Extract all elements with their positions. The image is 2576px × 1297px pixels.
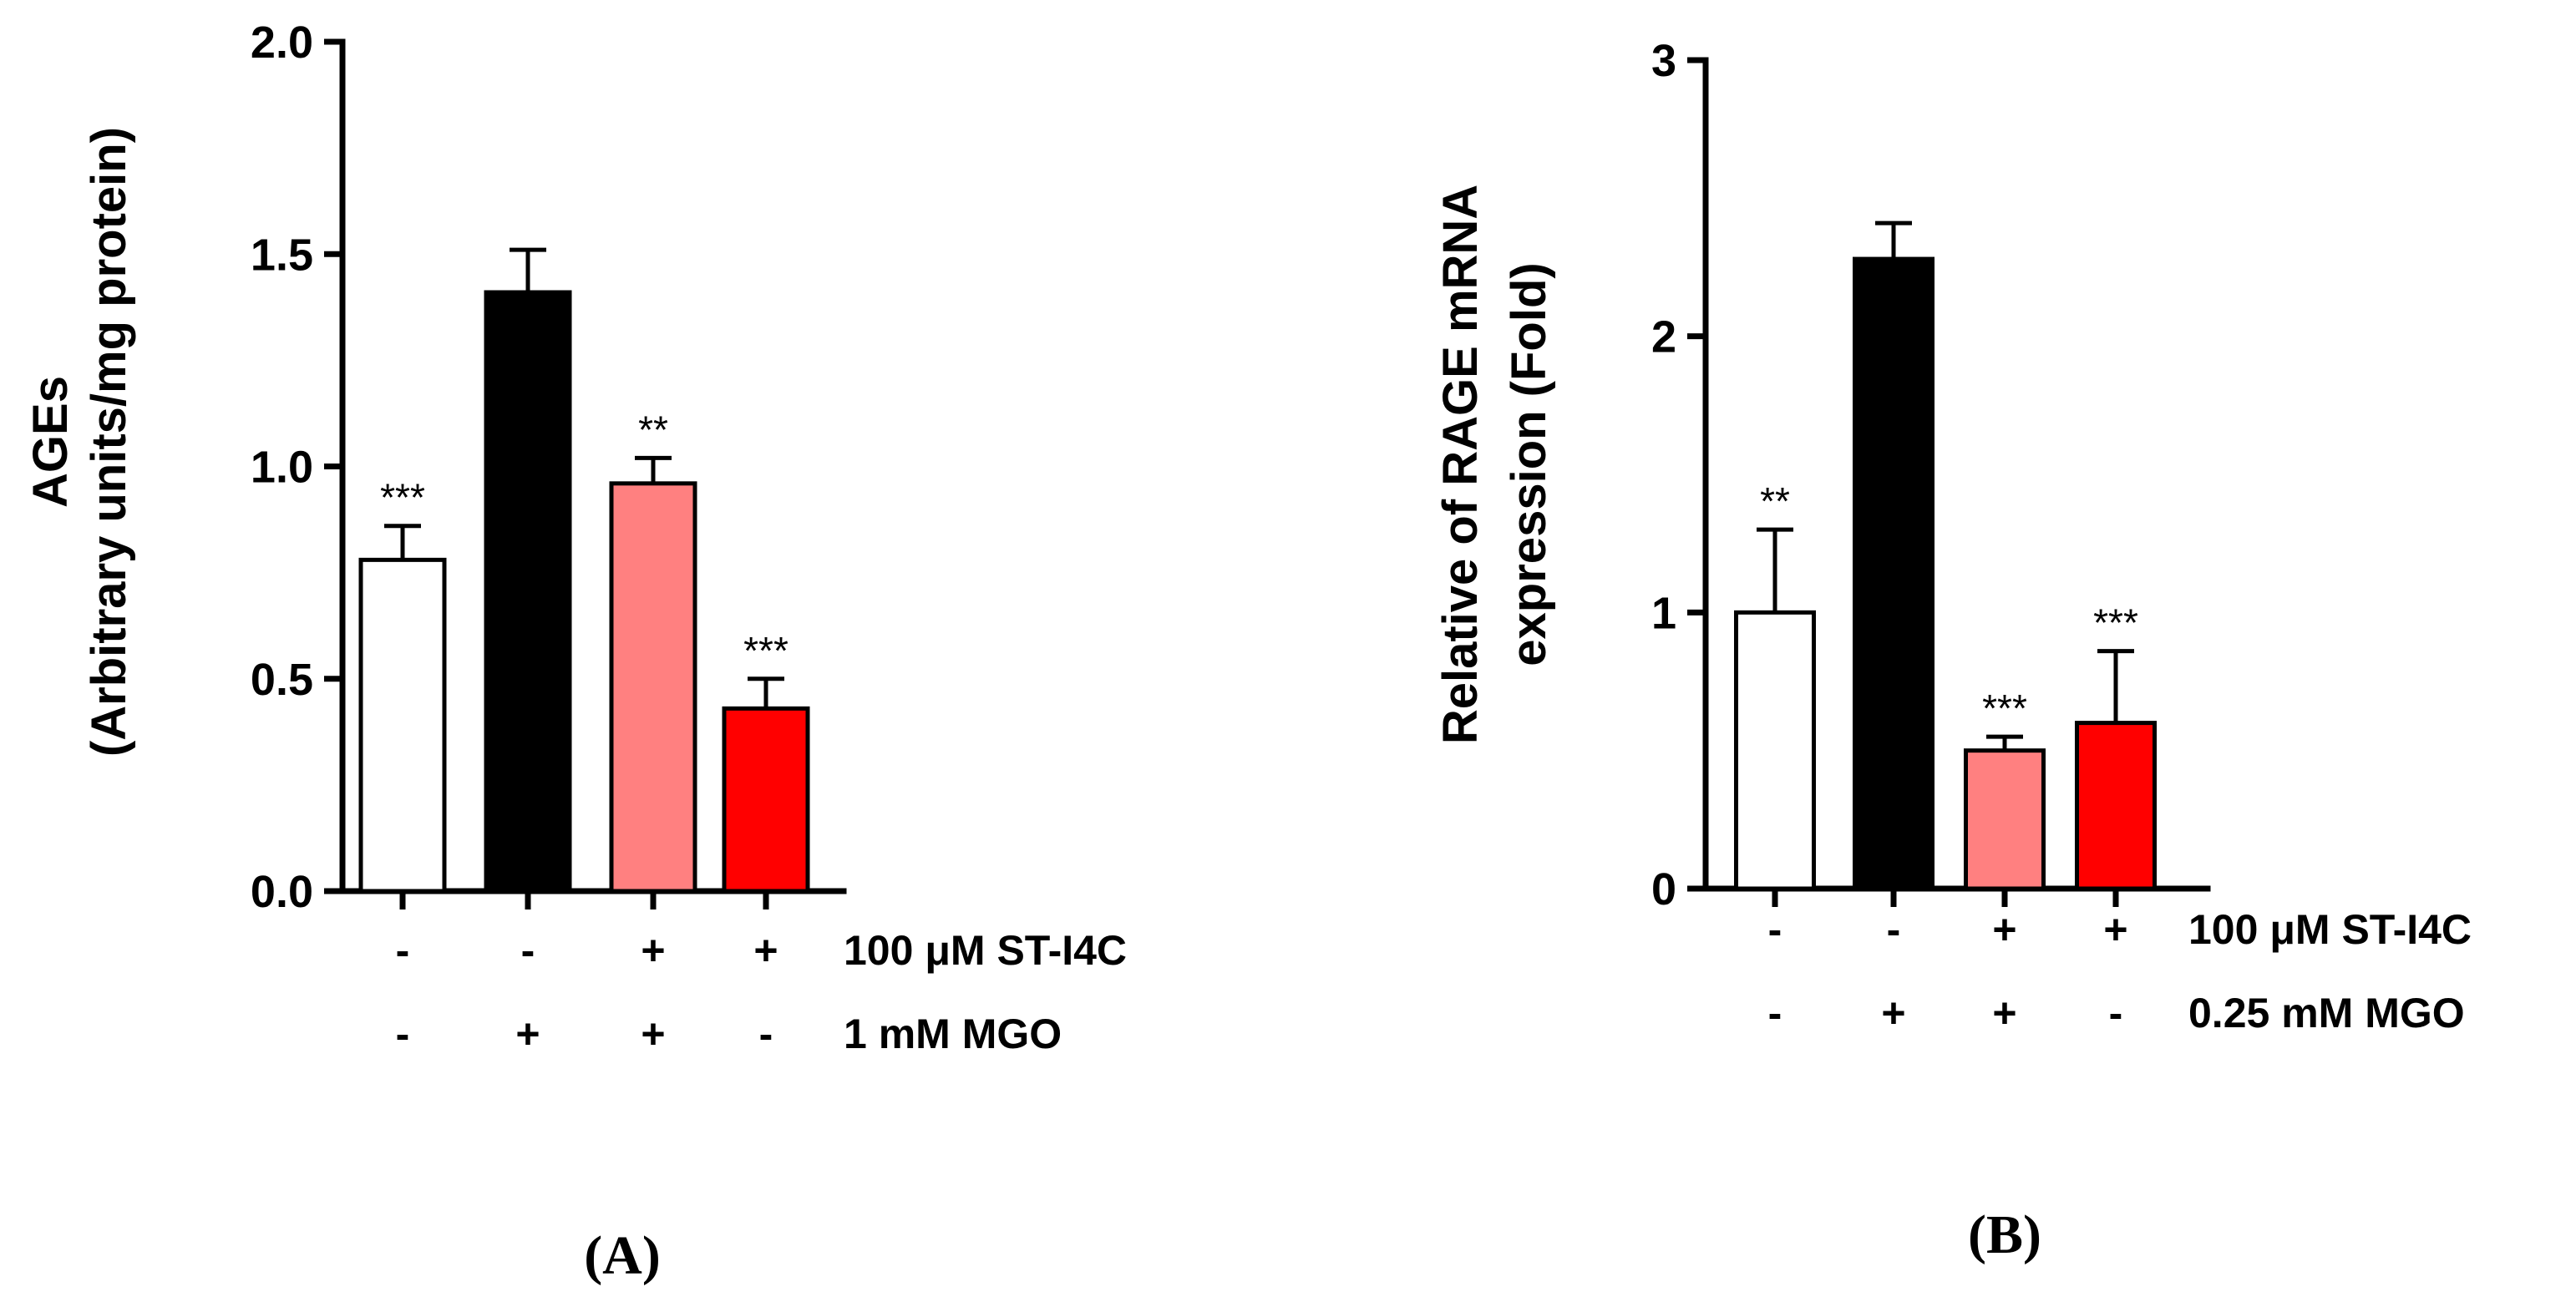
panel-a-condition-sign: + [641,1011,665,1057]
panel-b-ytick-label: 3 [1651,36,1676,86]
panel-b-condition-sign: - [1887,906,1901,953]
panel-a-ytick-label: 0.0 [251,867,313,917]
panel-b-significance-label: *** [1982,686,2027,730]
panel-a-condition-sign: + [515,1011,540,1057]
panel-b-condition-sign: + [1992,990,2016,1036]
panel-a-condition-sign: - [396,1011,410,1057]
panel-a-significance-label: *** [380,476,425,519]
panel-b-condition-sign: + [1881,990,1905,1036]
panel-a: AGEs (Arbitrary units/mg protein) (A) 0.… [23,18,1127,1286]
panel-a-condition-sign: + [641,927,665,974]
panel-b-bar [1734,610,1816,891]
panel-b-significance-label: *** [2093,601,2138,645]
panel-a-condition-sign: + [753,927,778,974]
panel-b-ylabel-line1: Relative of RAGE mRNA [1433,185,1488,744]
panel-a-condition-sign: - [396,927,410,974]
panel-b-ytick-label: 1 [1651,588,1676,638]
panel-a-label: (A) [584,1225,661,1286]
panel-a-ytick-label: 2.0 [251,18,313,68]
panel-b-condition-sign: - [1768,906,1782,953]
panel-b: Relative of RAGE mRNA expression (Fold) … [1433,36,2472,1265]
panel-b-bar [2075,721,2157,891]
panel-b-condition-sign: + [1992,906,2016,953]
panel-a-condition-sign: - [521,927,535,974]
panel-a-significance-label: *** [743,629,789,672]
panel-b-bar [1853,256,1935,891]
panel-b-condition-sign: - [2109,990,2123,1036]
panel-a-ytick-label: 1.0 [251,443,313,493]
panel-b-condition-label: 100 μM ST-I4C [2188,906,2472,953]
panel-b-condition-label: 0.25 mM MGO [2188,990,2465,1036]
panel-b-bar [1964,748,2046,891]
panel-a-bar [609,481,697,894]
panel-a-condition-label: 1 mM MGO [844,1011,1062,1057]
panel-a-bar [722,706,810,894]
panel-b-ytick-label: 2 [1651,312,1676,362]
panel-b-condition-sign: - [1768,990,1782,1036]
panel-b-label: (B) [1968,1204,2041,1265]
panel-a-bar [484,290,572,894]
panel-a-condition-sign: - [759,1011,773,1057]
panel-a-bar [358,557,447,894]
panel-b-ytick-label: 0 [1651,864,1676,914]
panel-a-significance-label: ** [638,408,668,451]
panel-a-ytick-label: 1.5 [251,230,313,280]
panel-b-ylabel-line2: expression (Fold) [1502,262,1556,666]
panel-b-condition-sign: + [2103,906,2127,953]
panel-a-condition-label: 100 μM ST-I4C [844,927,1127,974]
panel-a-ytick-label: 0.5 [251,655,313,705]
panel-b-significance-label: ** [1760,479,1790,523]
panel-a-ylabel-line2: (Arbitrary units/mg protein) [82,127,136,757]
panel-a-ylabel-line1: AGEs [23,376,78,508]
